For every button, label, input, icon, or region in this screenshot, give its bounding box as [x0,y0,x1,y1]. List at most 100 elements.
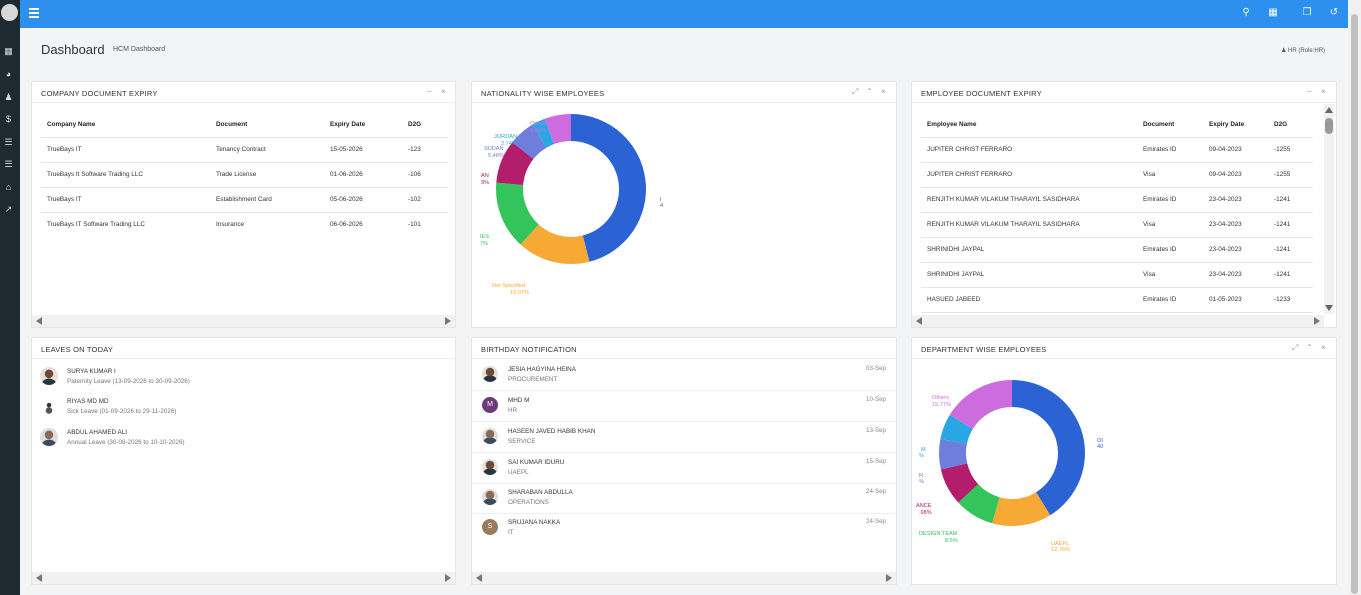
avatar[interactable] [1,4,18,21]
department: PROCUREMENT [508,376,558,383]
close-icon[interactable]: × [1321,343,1326,352]
col-document[interactable]: Document [1143,112,1209,138]
department: IT [508,529,514,536]
search-icon[interactable]: ⚲ [1242,7,1250,18]
col-d2g[interactable]: D2G [1274,112,1313,138]
label-others-pct: 5.48% [530,128,546,134]
birthday-date: 03-Sep [866,365,886,372]
horizontal-scrollbar[interactable] [32,315,455,327]
list-item[interactable]: S SRUJANA NAKKA IT 24-Sep [472,513,896,544]
cell: TrueBays IT Software Trading LLC [47,221,146,229]
person-name: SAI KUMAR IDURU [508,459,565,466]
cell: 01-06-2026 [330,162,408,188]
cell: HASUED JABEED [921,287,1143,313]
label-not-specified-pct: 15.07% [510,290,529,296]
page-scrollbar[interactable] [1348,0,1361,595]
apps-icon[interactable]: ▦ [1268,7,1278,18]
collapse-icon[interactable]: ⌃ [1306,343,1313,352]
col-expiry[interactable]: Expiry Date [1209,112,1274,138]
list-icon[interactable]: ☰ [4,137,13,147]
list-item[interactable]: M MHD M HR 10-Sep [472,391,896,422]
table-row: SHRINIDHI JAYPAL Visa 23-04-2023 -1241 [921,262,1313,288]
close-icon[interactable]: × [441,87,446,96]
label-uaepl: UAEPL [1051,541,1069,547]
horizontal-scrollbar[interactable] [32,572,455,584]
table-row: JUPITER CHRIST FERRARO Visa 09-04-2023 -125… [921,162,1313,188]
col-expiry[interactable]: Expiry Date [330,112,408,138]
home-icon[interactable]: ⌂ [5,182,12,192]
donut-slice-design-team[interactable] [958,484,1000,524]
nationality-panel: NATIONALITY WISE EMPLOYEES ⤢ ⌃ × Others … [471,81,897,328]
list-item[interactable]: ABDUL AHAMED ALI Annual Leave (30-08-202… [40,425,450,455]
label-jordan-pct: 2.74% [501,141,517,147]
col-employee[interactable]: Employee Name [921,112,1143,138]
department-panel: DEPARTMENT WISE EMPLOYEES ⤢ ⌃ × Others 1… [911,337,1337,585]
horizontal-scrollbar[interactable] [472,572,896,584]
list-item[interactable]: RIYAS MD MD Sick Leave (01-09-2026 to 29… [40,394,450,424]
dollar-icon[interactable]: $ [5,114,11,124]
history-icon[interactable]: ↺ [1329,7,1339,18]
expand-icon[interactable]: ⤢ [852,87,859,96]
donut-slice-not-specified[interactable] [520,224,590,264]
close-icon[interactable]: × [881,87,886,96]
donut-slice-others[interactable] [949,380,1012,429]
donut-slice-r[interactable] [939,438,968,470]
list-item[interactable]: SAI KUMAR IDURU UAEPL 15-Sep [472,453,896,484]
menu-icon[interactable] [29,8,39,18]
cell: Insurance [216,221,245,229]
cell: Tenancy Contract [216,137,330,163]
list-item[interactable]: SHARABAN ABDULLA OPERATIONS 24-Sep [472,483,896,514]
cell: -123 [408,137,448,163]
cell: Visa [1143,212,1209,238]
windows-icon[interactable]: ❐ [1302,7,1312,18]
list-alt-icon[interactable]: ☰ [4,159,13,169]
cell: Emirates ID [1143,237,1209,263]
minimize-icon[interactable]: – [427,87,432,96]
cell: -1241 [1274,262,1313,288]
donut-slice-i[interactable] [571,114,647,262]
table-row: TrueBays IT Tenancy Contract 15-05-2026 -12… [41,137,448,163]
avatar [40,428,58,446]
close-icon[interactable]: × [1321,87,1326,96]
col-document[interactable]: Document [216,112,330,138]
horizontal-scrollbar[interactable] [912,315,1324,327]
users-icon[interactable]: ♟ [4,92,13,102]
list-item[interactable]: JESIA HAGYINA HEINA PROCUREMENT 03-Sep [472,360,896,391]
top-bar: ⚲ ▦ ❐ ↺ [20,0,1348,28]
donut-slice-sudan[interactable] [512,124,547,160]
donut-slice-ance[interactable] [940,463,979,503]
label-not-specified: Not Specified [492,283,525,289]
donut-slice-ies[interactable] [496,182,539,245]
birthday-panel: BIRTHDAY NOTIFICATION JESIA HAGYINA HEIN… [471,337,897,585]
col-d2g[interactable]: D2G [408,112,448,138]
grid-icon[interactable]: ▦ [4,46,13,56]
birthday-date: 15-Sep [866,458,886,465]
company-expiry-table: Company Name Document Expiry Date D2G Tr… [41,112,448,237]
donut-slice-m[interactable] [940,414,973,445]
leave-detail: Sick Leave (01-09-2026 to 29-11-2026) [67,408,177,415]
minimize-icon[interactable]: – [1307,87,1312,96]
nationality-donut-chart: Others 5.48% JORDAN 2.74% SUDAN 5.48% AN… [480,114,663,296]
avatar [482,428,498,444]
dashboard-icon[interactable]: ◕ [5,69,12,79]
birthday-date: 13-Sep [866,427,886,434]
col-company[interactable]: Company Name [41,112,216,138]
cell: RENJITH KUMAR VILAKUM THARAYIL SASIDHARA [921,187,1143,213]
collapse-icon[interactable]: ⌃ [866,87,873,96]
chart-icon[interactable]: ↗ [4,204,13,214]
list-item[interactable]: HASEEN JAVED HABIB KHAN SERVICE 13-Sep [472,422,896,453]
list-item[interactable]: SURYA KUMAR I Paternity Leave (13-09-202… [40,364,450,394]
donut-slice-others[interactable] [544,114,571,145]
user-role: ♟ HR (Role:HR) [1281,48,1326,54]
donut-slice-an[interactable] [496,142,534,185]
table-row: HASUED JABEED Emirates ID 01-05-2023 -1233 [921,287,1313,313]
panel-title: DEPARTMENT WISE EMPLOYEES [912,338,1336,359]
expand-icon[interactable]: ⤢ [1292,343,1299,352]
vertical-scrollbar[interactable] [1324,104,1334,314]
donut-slice-oi[interactable] [1012,380,1085,516]
donut-slice-uaepl[interactable] [992,492,1051,526]
page-subtitle: HCM Dashboard [113,46,166,53]
donut-slice-jordan[interactable] [532,118,555,148]
table-row: JUPITER CHRIST FERRARO Emirates ID 09-04-2… [921,137,1313,163]
label-m: M [921,447,926,453]
